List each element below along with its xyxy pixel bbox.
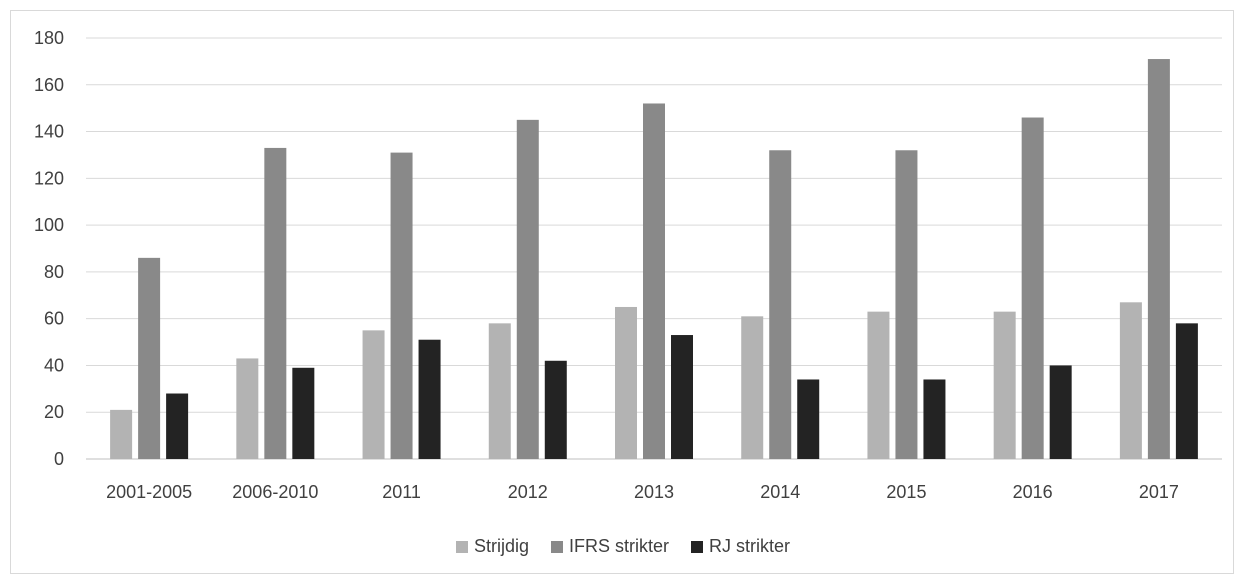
y-tick-label-180: 180 — [34, 28, 64, 48]
x-tick-label-2001-2005: 2001-2005 — [106, 482, 192, 502]
bar-ifrs-strikter-2016 — [1021, 117, 1044, 460]
bar-strijdig-2015 — [867, 311, 890, 459]
bar-ifrs-strikter-2012 — [516, 119, 539, 459]
bar-ifrs-strikter-2014 — [769, 150, 792, 459]
bar-strijdig-2006-2010 — [236, 358, 259, 459]
y-tick-label-60: 60 — [44, 309, 64, 329]
bar-rj-strikter-2013 — [671, 335, 693, 459]
legend-swatch-ifrs-strikter — [551, 540, 563, 553]
legend-item-ifrs-strikter: IFRS strikter — [551, 536, 669, 557]
y-tick-label-40: 40 — [44, 355, 64, 375]
bar-strijdig-2011 — [362, 330, 385, 459]
legend-swatch-rj-strikter — [691, 540, 704, 553]
bars — [110, 59, 1198, 460]
y-tick-label-100: 100 — [34, 215, 64, 235]
x-tick-label-2006-2010: 2006-2010 — [232, 482, 318, 502]
x-tick-label-2015: 2015 — [886, 482, 926, 502]
x-tick-label-2011: 2011 — [382, 482, 421, 502]
bar-ifrs-strikter-2006-2010 — [264, 147, 287, 459]
legend-item-rj-strikter: RJ strikter — [691, 536, 790, 557]
y-tick-label-120: 120 — [34, 168, 64, 188]
bar-rj-strikter-2012 — [544, 360, 567, 459]
y-tick-label-20: 20 — [44, 402, 64, 422]
y-axis-ticks: 0 20 40 60 80 100 120 140 160 180 — [34, 28, 64, 469]
bar-strijdig-2014 — [741, 316, 764, 459]
y-tick-label-0: 0 — [54, 449, 64, 469]
bar-ifrs-strikter-2001-2005 — [138, 257, 161, 459]
bar-strijdig-2001-2005 — [110, 409, 133, 459]
y-tick-label-140: 140 — [34, 122, 64, 142]
y-tick-label-80: 80 — [44, 262, 64, 282]
bar-rj-strikter-2015 — [923, 379, 946, 459]
bar-rj-strikter-2006-2010 — [292, 367, 315, 459]
bar-ifrs-strikter-2013 — [643, 103, 665, 459]
bar-strijdig-2012 — [488, 323, 511, 459]
legend-swatch-strijdig — [455, 540, 468, 553]
bar-strijdig-2013 — [615, 306, 637, 459]
legend: Strijdig IFRS strikter RJ strikter — [0, 536, 1246, 557]
bar-strijdig-2017 — [1119, 302, 1142, 459]
bar-rj-strikter-2017 — [1175, 323, 1198, 459]
bar-ifrs-strikter-2017 — [1147, 59, 1170, 460]
legend-label-rj-strikter: RJ strikter — [709, 536, 791, 556]
x-tick-label-2017: 2017 — [1139, 482, 1179, 502]
x-tick-label-2014: 2014 — [760, 482, 800, 502]
legend-label-ifrs-strikter: IFRS strikter — [569, 536, 670, 556]
bar-rj-strikter-2001-2005 — [166, 393, 189, 459]
bar-rj-strikter-2011 — [418, 339, 441, 459]
bar-ifrs-strikter-2011 — [390, 152, 413, 459]
x-tick-label-2013: 2013 — [634, 482, 674, 502]
bar-rj-strikter-2016 — [1049, 365, 1072, 459]
legend-label-strijdig: Strijdig — [473, 536, 529, 556]
x-tick-label-2012: 2012 — [508, 482, 548, 502]
bar-strijdig-2016 — [993, 311, 1016, 459]
legend-item-strijdig: Strijdig — [455, 536, 529, 557]
y-tick-label-160: 160 — [34, 75, 64, 95]
x-axis-ticks: 2001-2005 2006-2010 2011 2012 2013 2014 2015 20… — [106, 482, 1179, 502]
bar-rj-strikter-2014 — [797, 379, 820, 459]
x-tick-label-2016: 2016 — [1013, 482, 1053, 502]
bar-ifrs-strikter-2015 — [895, 150, 918, 459]
